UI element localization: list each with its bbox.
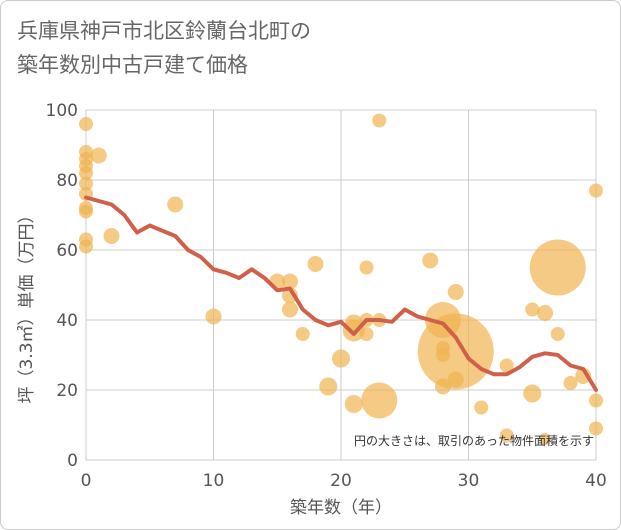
plot-area (85, 109, 597, 461)
bubble-size-note: 円の大きさは、取引のあった物件面積を示す (354, 433, 594, 448)
bubble-point (417, 313, 494, 390)
bubble-point (589, 421, 603, 436)
x-axis-title: 築年数（年） (290, 498, 392, 518)
y-axis-title: 坪（3.3㎡）単価（万円） (17, 206, 37, 403)
bubble-point (167, 196, 184, 213)
bubble-point (525, 302, 540, 317)
bubble-point (282, 301, 298, 318)
bubble-point (319, 377, 338, 396)
bubble-point (499, 358, 514, 373)
bubble-point (359, 260, 374, 275)
chart-title-line-1: 兵庫県神戸市北区鈴蘭台北町の (17, 19, 311, 43)
bubble-point (474, 400, 489, 415)
chart-title-line-2: 築年数別中古戸建て価格 (17, 53, 248, 77)
bubble-point (550, 327, 565, 341)
bubble-point (589, 393, 603, 408)
tick-labels: 0 10 20 30 40 0 20 40 60 80 100 (46, 101, 607, 491)
bubble-point (342, 319, 365, 342)
x-tick-label: 30 (458, 471, 480, 491)
bubble-point (344, 395, 363, 413)
bubble-point (447, 284, 464, 300)
bubble-point (523, 384, 542, 403)
bubble-point (447, 371, 464, 388)
bubble-point (282, 273, 298, 290)
bubble-layer (79, 113, 603, 445)
bubble-point (103, 228, 120, 244)
y-tick-label: 80 (56, 171, 78, 191)
bubble-point (499, 428, 514, 443)
x-tick-label: 0 (81, 471, 92, 491)
y-tick-label: 60 (56, 241, 78, 261)
bubble-point (205, 308, 222, 325)
bubble-point (529, 239, 586, 296)
y-tick-label: 40 (56, 311, 78, 331)
bubble-point (372, 113, 387, 128)
y-tick-label: 20 (56, 381, 78, 401)
bubble-point (295, 327, 310, 341)
grid-lines (85, 109, 597, 461)
bubble-point (332, 349, 350, 368)
bubble-point (79, 117, 93, 131)
bubble-point (563, 376, 578, 390)
x-tick-label: 20 (330, 471, 352, 491)
bubble-point (79, 204, 93, 219)
y-tick-label: 100 (46, 101, 78, 121)
trend-line-layer (84, 195, 598, 392)
x-tick-label: 40 (585, 471, 607, 491)
bubble-point (539, 433, 551, 445)
bubble-point (90, 147, 107, 164)
bubble-point (79, 239, 93, 254)
chart-title: 兵庫県神戸市北区鈴蘭台北町の 築年数別中古戸建て価格 (17, 14, 311, 82)
bubble-point (79, 166, 93, 180)
bubble-point (359, 327, 374, 341)
average-price-line (84, 195, 598, 392)
bubble-point (537, 305, 553, 321)
bubble-point (361, 382, 398, 419)
bubble-point (307, 256, 324, 272)
bubble-point (79, 176, 93, 191)
bubble-point (422, 252, 439, 269)
bubble-point (589, 183, 603, 198)
x-tick-label: 10 (203, 471, 225, 491)
y-tick-label: 0 (67, 451, 78, 471)
